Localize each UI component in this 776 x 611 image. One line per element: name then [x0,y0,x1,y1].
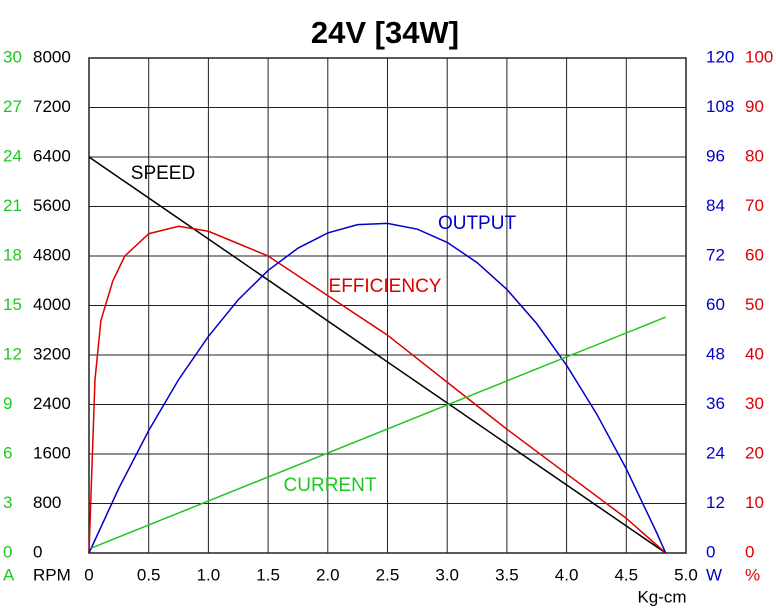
y-tick-label: 0 [3,542,12,561]
y-tick-label: 36 [706,394,725,413]
series-label: EFFICIENCY [329,276,442,297]
y-tick-label: 24 [3,146,22,165]
series-label: CURRENT [284,475,377,496]
y-tick-label: 120 [706,47,734,66]
y-tick-label: 60 [706,295,725,314]
x-tick-label: 4.0 [555,565,579,584]
y-tick-label: 8000 [33,47,71,66]
axis-unit-label: W [706,565,722,584]
axis-unit-label: A [3,565,15,584]
y-tick-label: 70 [745,196,764,215]
x-tick-label: 2.0 [316,565,340,584]
axis-unit-label: RPM [33,565,71,584]
y-tick-label: 12 [706,493,725,512]
y-tick-label: 2400 [33,394,71,413]
y-tick-label: 4800 [33,245,71,264]
y-tick-label: 10 [745,493,764,512]
series-line [91,316,666,549]
series-label: SPEED [131,163,195,184]
y-tick-label: 27 [3,97,22,116]
y-tick-label: 20 [745,443,764,462]
y-tick-label: 72 [706,245,725,264]
x-tick-label: 5.0 [674,565,698,584]
y-tick-label: 15 [3,295,22,314]
series-line [88,225,667,554]
y-tick-label: 12 [3,344,22,363]
x-tick-label: 0 [84,565,93,584]
chart-title: 24V [34W] [311,15,459,50]
y-tick-label: 30 [745,394,764,413]
y-tick-label: 7200 [33,97,71,116]
series-label: OUTPUT [438,213,517,234]
x-tick-label: 4.5 [614,565,638,584]
y-tick-label: 4000 [33,295,71,314]
y-tick-label: 21 [3,196,22,215]
y-tick-label: 0 [33,542,42,561]
y-tick-label: 18 [3,245,22,264]
x-tick-label: 3.0 [435,565,459,584]
y-tick-label: 9 [3,394,12,413]
y-tick-label: 1600 [33,443,71,462]
y-tick-label: 90 [745,97,764,116]
y-tick-label: 30 [3,47,22,66]
y-tick-label: 40 [745,344,764,363]
x-tick-label: 2.5 [376,565,400,584]
y-tick-label: 800 [33,493,61,512]
y-tick-label: 48 [706,344,725,363]
series-line [88,222,667,554]
y-tick-label: 50 [745,295,764,314]
x-tick-label: 0.5 [137,565,161,584]
y-tick-label: 6400 [33,146,71,165]
y-tick-label: 96 [706,146,725,165]
y-tick-label: 5600 [33,196,71,215]
y-tick-label: 0 [706,542,715,561]
series-line [88,156,667,554]
y-tick-label: 100 [745,47,773,66]
y-tick-label: 60 [745,245,764,264]
x-tick-label: 1.5 [256,565,280,584]
y-tick-label: 3 [3,493,12,512]
y-tick-label: 0 [745,542,754,561]
y-tick-label: 6 [3,443,12,462]
axis-unit-label: % [745,565,760,584]
y-tick-label: 24 [706,443,725,462]
y-tick-label: 3200 [33,344,71,363]
y-tick-label: 80 [745,146,764,165]
x-tick-label: 1.0 [197,565,221,584]
y-tick-label: 84 [706,196,725,215]
x-tick-label: 3.5 [495,565,519,584]
x-axis-label: Kg-cm [637,587,686,606]
y-tick-label: 108 [706,97,734,116]
